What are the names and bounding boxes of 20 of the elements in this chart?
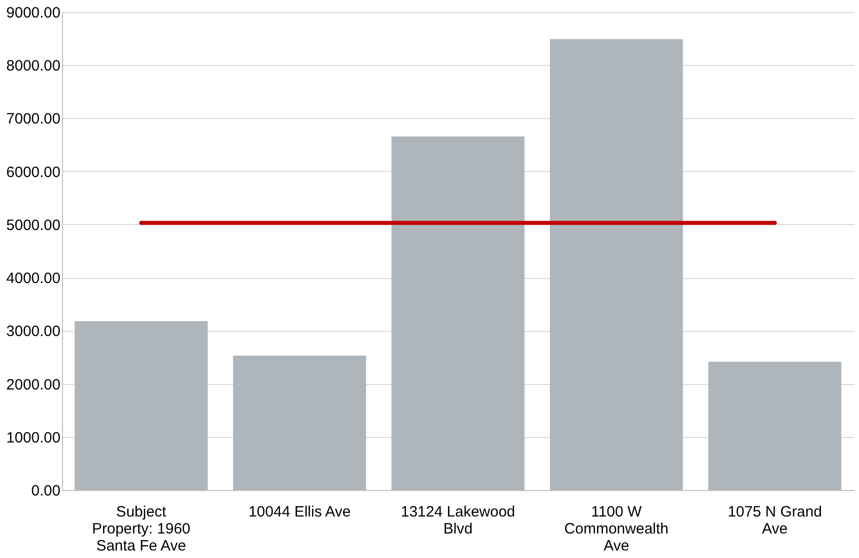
bar <box>550 39 683 490</box>
y-tick-label: 4000.00 <box>6 270 60 288</box>
y-tick-label: 7000.00 <box>6 110 60 128</box>
x-tick-label: 1075 N Grand Ave <box>728 504 822 538</box>
bar <box>708 362 842 490</box>
bar <box>74 321 208 490</box>
y-tick-label: 8000.00 <box>6 58 60 75</box>
y-tick-label: 1000.00 <box>6 429 60 446</box>
x-tick-label: 13124 Lakewood Blvd <box>400 504 516 538</box>
x-tick-label: 1100 W Commonwealth Ave <box>564 504 669 554</box>
bar <box>391 136 525 490</box>
bar <box>233 356 366 490</box>
y-tick-label: 2000.00 <box>6 376 60 394</box>
x-tick-label: Subject Property: 1960 Santa Fe Ave <box>92 504 190 554</box>
x-tick-label: 10044 Ellis Ave <box>248 504 351 520</box>
y-tick-label: 3000.00 <box>6 323 60 340</box>
y-tick-label: 9000.00 <box>6 4 60 22</box>
y-tick-label: 5000.00 <box>6 216 60 234</box>
y-tick-label: 6000.00 <box>6 164 60 181</box>
y-tick-label: 0.00 <box>31 482 60 500</box>
